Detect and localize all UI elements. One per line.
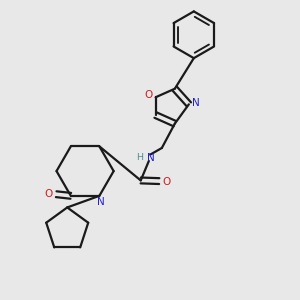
- Text: O: O: [144, 90, 153, 100]
- Text: N: N: [97, 197, 105, 207]
- Text: H: H: [136, 153, 143, 162]
- Text: O: O: [44, 189, 52, 199]
- Text: O: O: [163, 177, 171, 187]
- Text: N: N: [192, 98, 200, 108]
- Text: N: N: [147, 153, 155, 163]
